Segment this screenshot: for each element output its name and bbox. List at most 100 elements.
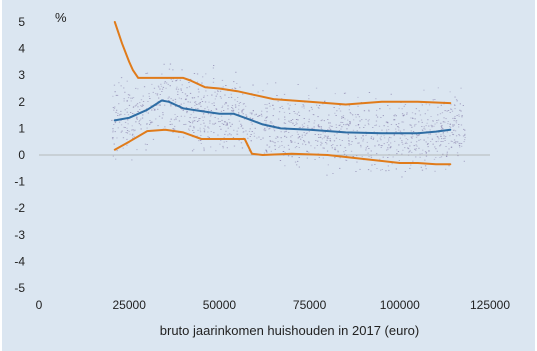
scatter-point [120,124,123,126]
scatter-point [295,119,298,120]
scatter-point [383,125,385,127]
scatter-point [385,121,388,123]
scatter-point [380,169,382,171]
scatter-point [195,107,197,109]
scatter-point [236,130,238,132]
scatter-point [148,95,150,97]
scatter-point [349,121,351,123]
scatter-point [462,135,465,137]
scatter-point [425,103,427,105]
scatter-point [338,124,340,126]
scatter-point [291,135,293,136]
scatter-point [214,91,216,93]
scatter-point [378,144,380,146]
scatter-point [327,135,329,137]
scatter-point [283,93,286,95]
scatter-point [443,135,445,137]
scatter-point [167,97,169,99]
scatter-point [203,147,205,149]
scatter-point [202,113,205,115]
scatter-point [188,129,191,131]
scatter-point [314,147,316,149]
scatter-point [453,117,455,119]
scatter-point [175,119,177,120]
scatter-point [308,142,310,144]
scatter-point [201,82,203,84]
scatter-point [253,97,255,99]
scatter-point [436,120,438,121]
scatter-point [430,116,432,117]
scatter-point [303,126,305,128]
scatter-point [222,124,225,125]
scatter-point [335,124,337,126]
scatter-point [415,144,417,146]
scatter-point [359,120,361,122]
scatter-point [172,69,174,71]
scatter-point [140,128,142,130]
scatter-point [379,158,381,160]
scatter-point [348,143,350,144]
scatter-point [409,124,411,126]
scatter-point [459,146,461,148]
scatter-point [330,145,333,147]
scatter-point [178,97,180,99]
scatter-point [189,125,191,127]
scatter-point [426,144,429,145]
scatter-point [132,129,134,131]
scatter-point [326,150,329,152]
y-tick-label: 5 [18,15,25,29]
scatter-point [131,113,134,114]
scatter-point [116,109,118,111]
scatter-point [160,85,163,87]
scatter-point [390,93,392,95]
scatter-point [381,145,383,147]
scatter-point [325,135,327,137]
scatter-point [450,108,453,110]
scatter-point [337,150,339,152]
scatter-point [313,122,315,124]
series-lines [113,21,452,166]
scatter-point [133,135,135,137]
scatter-point [337,151,339,153]
scatter-point [388,169,390,171]
scatter-point [437,136,439,138]
scatter-point [334,112,336,114]
scatter-point [304,134,306,136]
scatter-point [395,131,397,133]
scatter-point [156,93,159,95]
scatter-point [404,143,407,144]
scatter-point [333,134,336,136]
scatter-point [320,127,322,129]
scatter-point [221,79,224,81]
scatter-point [173,119,176,121]
scatter-point [351,141,353,143]
scatter-point [367,122,370,124]
scatter-point [171,80,174,82]
scatter-point [342,115,345,117]
scatter-point [443,117,445,119]
scatter-point [280,137,282,139]
scatter-point [206,106,209,108]
scatter-point [366,141,368,143]
scatter-point [397,151,400,152]
y-tick-label: 3 [18,68,25,82]
scatter-point [406,143,408,144]
scatter-point [133,130,135,132]
scatter-point [410,141,412,143]
scatter-point [338,130,341,131]
scatter-point [386,149,388,151]
scatter-point [213,65,215,66]
scatter-point [186,87,188,89]
scatter-point [464,129,466,131]
scatter-point [153,87,156,89]
scatter-point [199,129,201,131]
scatter-point [241,109,244,111]
scatter-point [425,141,427,143]
scatter-point [266,151,268,153]
scatter-point [172,128,175,130]
scatter-point [152,138,155,140]
scatter-point [215,150,217,152]
scatter-point [198,118,200,119]
scatter-point [334,149,336,150]
scatter-point [224,103,226,105]
